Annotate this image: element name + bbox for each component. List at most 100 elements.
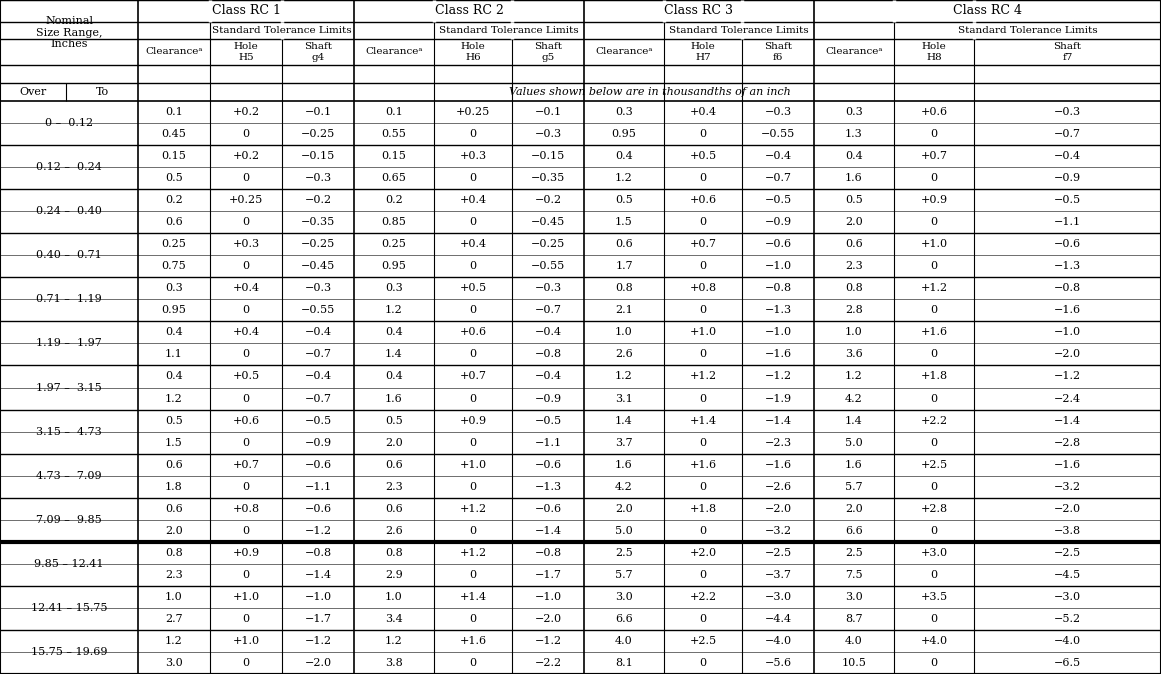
Text: 0.6: 0.6 (165, 217, 183, 227)
Text: 0: 0 (930, 570, 938, 580)
Text: 0.8: 0.8 (385, 548, 403, 558)
Text: 0: 0 (699, 129, 707, 139)
Text: −0.35: −0.35 (531, 173, 565, 183)
Text: 0.55: 0.55 (382, 129, 406, 139)
Text: 2.5: 2.5 (845, 548, 863, 558)
Text: −0.2: −0.2 (534, 195, 562, 205)
Text: Nominal
Size Range,
Inches: Nominal Size Range, Inches (36, 16, 102, 49)
Text: −0.1: −0.1 (534, 107, 562, 117)
Text: −1.9: −1.9 (764, 394, 792, 404)
Text: 0: 0 (469, 129, 476, 139)
Text: +0.2: +0.2 (232, 107, 260, 117)
Text: 0: 0 (699, 570, 707, 580)
Text: −0.3: −0.3 (1054, 107, 1081, 117)
Text: +2.0: +2.0 (690, 548, 716, 558)
Text: −4.0: −4.0 (764, 636, 792, 646)
Text: −1.1: −1.1 (304, 482, 332, 491)
Text: −4.5: −4.5 (1054, 570, 1081, 580)
Text: 0.2: 0.2 (385, 195, 403, 205)
Text: 9.85 – 12.41: 9.85 – 12.41 (35, 559, 103, 569)
Text: 1.0: 1.0 (615, 328, 633, 338)
Text: 0.4: 0.4 (165, 328, 183, 338)
Text: 0: 0 (930, 526, 938, 536)
Text: 0.4: 0.4 (385, 328, 403, 338)
Text: Shaft
g4: Shaft g4 (304, 42, 332, 62)
Text: −1.0: −1.0 (1054, 328, 1081, 338)
Text: +1.8: +1.8 (921, 371, 947, 381)
Text: 4.0: 4.0 (615, 636, 633, 646)
Text: +0.3: +0.3 (460, 151, 486, 161)
Text: Clearanceᵃ: Clearanceᵃ (825, 47, 882, 57)
Text: −1.2: −1.2 (304, 526, 332, 536)
Text: 0: 0 (699, 614, 707, 624)
Text: +4.0: +4.0 (921, 636, 947, 646)
Text: 2.5: 2.5 (615, 548, 633, 558)
Text: 3.1: 3.1 (615, 394, 633, 404)
Text: 0.5: 0.5 (615, 195, 633, 205)
Text: 6.6: 6.6 (845, 526, 863, 536)
Text: 0: 0 (930, 173, 938, 183)
Text: Standard Tolerance Limits: Standard Tolerance Limits (958, 26, 1097, 35)
Text: Class RC 2: Class RC 2 (434, 5, 504, 18)
Text: +0.7: +0.7 (232, 460, 260, 470)
Text: 15.75 – 19.69: 15.75 – 19.69 (30, 647, 107, 657)
Text: 0: 0 (243, 129, 250, 139)
Text: −3.0: −3.0 (764, 592, 792, 602)
Text: −0.2: −0.2 (304, 195, 332, 205)
Text: −0.5: −0.5 (764, 195, 792, 205)
Text: 2.8: 2.8 (845, 305, 863, 315)
Text: −0.4: −0.4 (304, 328, 332, 338)
Text: 0: 0 (243, 262, 250, 272)
Text: −1.1: −1.1 (1054, 217, 1081, 227)
Text: 0.5: 0.5 (165, 416, 183, 425)
Text: −0.5: −0.5 (1054, 195, 1081, 205)
Text: 0.24 –  0.40: 0.24 – 0.40 (36, 206, 102, 216)
Text: 0.1: 0.1 (165, 107, 183, 117)
Text: −0.45: −0.45 (531, 217, 565, 227)
Text: 1.4: 1.4 (845, 416, 863, 425)
Text: 0.6: 0.6 (165, 460, 183, 470)
Text: −0.6: −0.6 (304, 503, 332, 514)
Text: 0: 0 (930, 217, 938, 227)
Text: 0.95: 0.95 (612, 129, 636, 139)
Text: 5.7: 5.7 (845, 482, 863, 491)
Text: −0.3: −0.3 (304, 173, 332, 183)
Text: 0.3: 0.3 (615, 107, 633, 117)
Text: Shaft
f6: Shaft f6 (764, 42, 792, 62)
Text: 3.0: 3.0 (165, 658, 183, 668)
Text: 10.5: 10.5 (842, 658, 866, 668)
Text: +0.6: +0.6 (460, 328, 486, 338)
Text: 0: 0 (469, 262, 476, 272)
Text: 1.5: 1.5 (165, 437, 183, 448)
Text: 0.15: 0.15 (382, 151, 406, 161)
Text: 0.65: 0.65 (382, 173, 406, 183)
Text: −0.6: −0.6 (534, 503, 562, 514)
Text: 0: 0 (930, 349, 938, 359)
Text: +0.5: +0.5 (460, 283, 486, 293)
Text: Shaft
g5: Shaft g5 (534, 42, 562, 62)
Text: 0.25: 0.25 (382, 239, 406, 249)
Text: 5.0: 5.0 (845, 437, 863, 448)
Text: −0.1: −0.1 (304, 107, 332, 117)
Text: −0.9: −0.9 (534, 394, 562, 404)
Text: −5.6: −5.6 (764, 658, 792, 668)
Text: 0: 0 (243, 394, 250, 404)
Text: 0: 0 (243, 173, 250, 183)
Text: 5.7: 5.7 (615, 570, 633, 580)
Text: 3.0: 3.0 (845, 592, 863, 602)
Text: +2.5: +2.5 (690, 636, 716, 646)
Text: 8.7: 8.7 (845, 614, 863, 624)
Text: 1.0: 1.0 (385, 592, 403, 602)
Text: −0.8: −0.8 (304, 548, 332, 558)
Text: −0.9: −0.9 (764, 217, 792, 227)
Text: −2.5: −2.5 (764, 548, 792, 558)
Text: 0.8: 0.8 (615, 283, 633, 293)
Text: 0.5: 0.5 (845, 195, 863, 205)
Text: +0.9: +0.9 (232, 548, 260, 558)
Text: 2.0: 2.0 (165, 526, 183, 536)
Text: −1.2: −1.2 (764, 371, 792, 381)
Text: −4.4: −4.4 (764, 614, 792, 624)
Text: 0.3: 0.3 (845, 107, 863, 117)
Text: +0.5: +0.5 (232, 371, 260, 381)
Text: −0.3: −0.3 (764, 107, 792, 117)
